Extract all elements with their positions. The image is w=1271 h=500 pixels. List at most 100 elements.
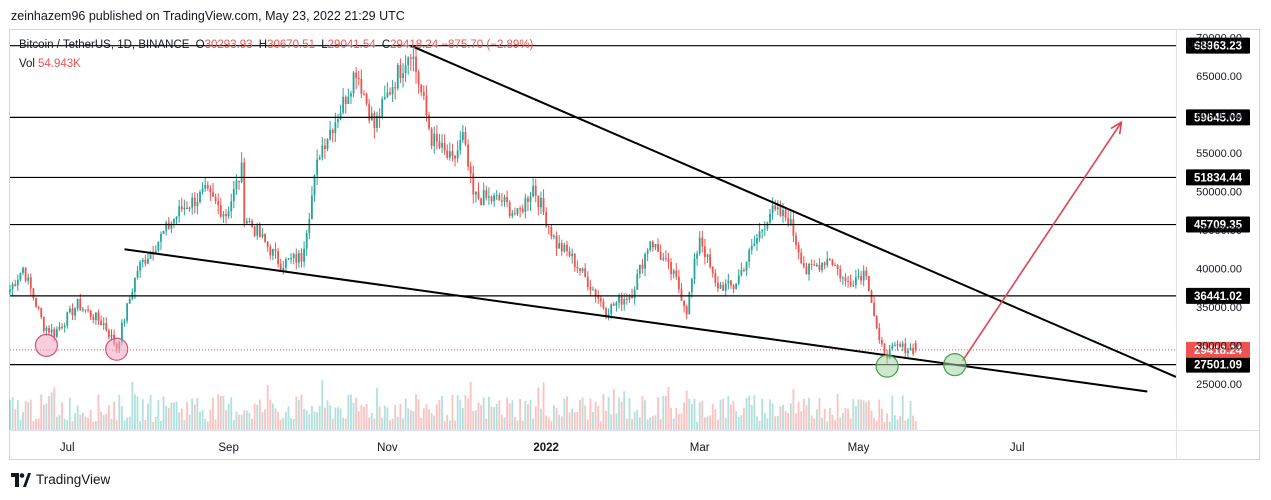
candle-body [71,308,74,316]
volume-bar [745,398,748,430]
volume-bar [487,396,490,430]
volume-bar [615,413,618,430]
volume-bar [240,414,243,430]
volume-bar [815,409,818,430]
candle-body [42,317,45,331]
volume-bar [854,405,857,430]
volume-bar [396,417,399,430]
volume-bar [258,399,261,430]
volume-bar [560,416,563,430]
candle-body [391,87,394,95]
candle-body [40,308,43,318]
volume-bar [628,398,631,430]
volume-bar [477,402,480,430]
candle-body [454,155,456,159]
volume-bar [383,405,386,430]
volume-bar [100,411,103,430]
tradingview-footer[interactable]: TradingView [11,472,110,487]
volume-bar [893,415,896,430]
volume-bar [456,395,459,430]
volume-bar [63,418,66,430]
candle-body [899,344,902,347]
candle-body [29,277,32,289]
volume-bar [503,417,506,430]
candle-body [394,87,397,89]
candle-body [350,93,352,97]
candle-body [907,350,909,354]
volume-bar [500,414,503,430]
candle-body [212,192,214,197]
volume-bar [529,400,532,430]
candle-body [193,197,196,207]
volume-bar [105,413,108,430]
candle-body [227,211,230,217]
candle-body [35,298,37,307]
volume-bar [532,418,535,430]
volume-bar [42,404,45,430]
candle-body [443,142,446,151]
candle-body [599,298,602,302]
candle-body [818,264,821,271]
candle-body [352,72,355,94]
candle-body [258,225,261,237]
candle-body [225,214,227,217]
volume-bar [690,403,693,430]
candle-body [644,253,646,269]
volume-bar [839,417,842,430]
volume-bar [297,400,300,430]
x-tick-label: 2022 [533,442,559,454]
volume-bar [391,418,394,430]
volume-bar [649,417,652,430]
candle-body [89,310,92,317]
candle-body [84,309,87,311]
volume-bar [225,410,227,430]
volume-bar [495,403,498,430]
volume-bar [464,395,467,430]
volume-bar [178,412,181,430]
candle-body [758,231,761,239]
candle-body [368,103,371,121]
volume-bar [670,407,672,430]
candle-body [537,195,540,208]
volume-bar [245,410,248,430]
projection-arrow [961,121,1123,362]
volume-bar [717,419,719,430]
candle-body [53,329,56,337]
volume-bar [547,417,550,430]
volume-bar [277,411,279,430]
candle-body [269,246,272,256]
candle-body [797,244,800,253]
candle-body [547,226,550,228]
volume-bar [415,394,417,430]
volume-bar [823,408,826,430]
volume-bar [264,409,266,430]
volume-bar [472,410,475,430]
y-tick-label: 40000.00 [1196,263,1242,275]
candle-body [305,233,308,249]
volume-bar [558,414,561,430]
volume-bar [209,409,212,430]
volume-bar [97,394,100,430]
candle-body [891,345,894,349]
volume-bar [480,405,482,430]
candle-body [493,195,496,202]
candle-body [196,202,199,207]
candle-body [808,264,810,275]
candle-body [709,254,712,268]
change-value: −875.70 (−2.89%) [441,39,534,51]
volume-bar [599,421,602,430]
volume-bar [407,408,410,430]
volume-bar [774,416,777,430]
candle-body [134,277,136,293]
candle-body [659,251,662,260]
volume-bar [162,396,165,430]
volume-bar [644,400,646,430]
candle-body [360,78,363,94]
volume-bar [633,411,636,430]
volume-bar [841,413,844,430]
volume-bar [888,421,891,430]
candle-body [396,65,399,89]
volume-bar [602,394,605,430]
volume-bar [118,394,121,430]
